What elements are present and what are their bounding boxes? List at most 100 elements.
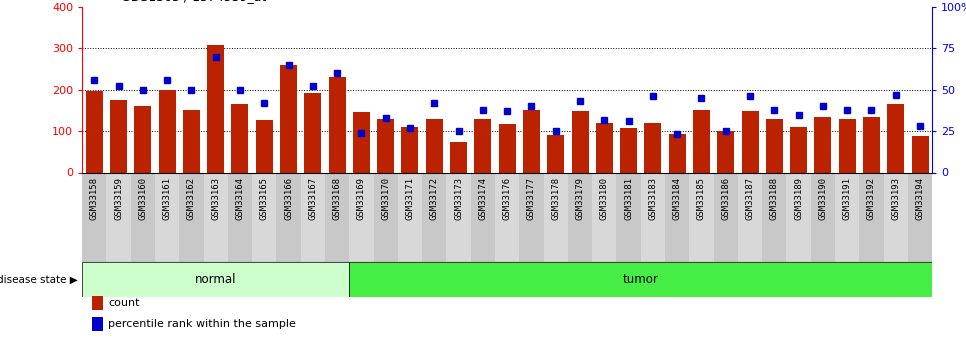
Text: GSM33167: GSM33167: [308, 177, 318, 220]
Bar: [207, 45, 224, 172]
Text: GSM33162: GSM33162: [186, 177, 196, 220]
Bar: [762, 172, 786, 262]
Text: percentile rank within the sample: percentile rank within the sample: [108, 319, 296, 328]
Text: disease state ▶: disease state ▶: [0, 275, 77, 284]
Bar: [616, 172, 640, 262]
Bar: [495, 172, 520, 262]
Bar: [350, 262, 932, 297]
Text: GSM33187: GSM33187: [746, 177, 754, 220]
Bar: [82, 172, 106, 262]
Bar: [374, 172, 398, 262]
Bar: [228, 172, 252, 262]
Bar: [690, 172, 714, 262]
Bar: [863, 117, 880, 172]
Bar: [790, 127, 808, 172]
Bar: [766, 119, 782, 172]
Bar: [280, 65, 298, 172]
Text: GSM33165: GSM33165: [260, 177, 269, 220]
Bar: [786, 172, 810, 262]
Bar: [644, 123, 662, 172]
Bar: [520, 172, 544, 262]
Bar: [256, 120, 272, 172]
Bar: [738, 172, 762, 262]
Bar: [640, 172, 665, 262]
Text: GSM33177: GSM33177: [526, 177, 536, 220]
Text: GSM33176: GSM33176: [502, 177, 512, 220]
Bar: [130, 172, 155, 262]
Text: GSM33178: GSM33178: [552, 177, 560, 220]
Bar: [183, 110, 200, 172]
Text: GSM33174: GSM33174: [478, 177, 488, 220]
Bar: [596, 123, 612, 172]
Bar: [592, 172, 616, 262]
Bar: [232, 104, 248, 172]
Bar: [402, 127, 418, 172]
Text: GSM33189: GSM33189: [794, 177, 803, 220]
Bar: [717, 131, 734, 172]
Text: GSM33171: GSM33171: [406, 177, 414, 220]
Bar: [325, 172, 350, 262]
Bar: [470, 172, 495, 262]
Bar: [498, 124, 516, 172]
Text: GSM33186: GSM33186: [722, 177, 730, 220]
Bar: [572, 111, 588, 172]
Bar: [86, 91, 102, 172]
Text: GSM33185: GSM33185: [696, 177, 706, 220]
Bar: [252, 172, 276, 262]
Bar: [350, 172, 374, 262]
Text: GSM33183: GSM33183: [648, 177, 658, 220]
Bar: [860, 172, 884, 262]
Bar: [742, 111, 758, 172]
Bar: [158, 90, 176, 172]
Bar: [835, 172, 860, 262]
Bar: [82, 262, 350, 297]
Bar: [693, 110, 710, 172]
Text: GSM33191: GSM33191: [842, 177, 852, 220]
Bar: [620, 128, 638, 172]
Bar: [353, 112, 370, 172]
Bar: [568, 172, 592, 262]
Text: GSM33192: GSM33192: [867, 177, 876, 220]
Text: GSM33159: GSM33159: [114, 177, 123, 220]
Bar: [204, 172, 228, 262]
Bar: [665, 172, 690, 262]
Bar: [134, 106, 152, 172]
Bar: [714, 172, 738, 262]
Bar: [276, 172, 300, 262]
Bar: [300, 172, 325, 262]
Text: count: count: [108, 298, 140, 308]
Bar: [377, 119, 394, 172]
Bar: [887, 104, 904, 172]
Bar: [668, 134, 686, 172]
Bar: [450, 142, 468, 172]
Bar: [180, 172, 204, 262]
Text: GSM33158: GSM33158: [90, 177, 99, 220]
Bar: [110, 100, 128, 172]
Bar: [426, 119, 442, 172]
Text: GSM33172: GSM33172: [430, 177, 439, 220]
Text: GSM33164: GSM33164: [236, 177, 244, 220]
Bar: [547, 135, 564, 172]
Text: GSM33181: GSM33181: [624, 177, 633, 220]
Bar: [422, 172, 446, 262]
Bar: [544, 172, 568, 262]
Bar: [474, 119, 492, 172]
Bar: [304, 93, 322, 172]
Bar: [814, 117, 832, 172]
Text: tumor: tumor: [623, 273, 659, 286]
Text: GSM33190: GSM33190: [818, 177, 828, 220]
Text: GSM33166: GSM33166: [284, 177, 293, 220]
Bar: [398, 172, 422, 262]
Text: GSM33161: GSM33161: [162, 177, 172, 220]
Text: GSM33168: GSM33168: [332, 177, 342, 220]
Text: GSM33163: GSM33163: [212, 177, 220, 220]
Text: GSM33160: GSM33160: [138, 177, 148, 220]
Bar: [810, 172, 835, 262]
Text: GSM33173: GSM33173: [454, 177, 463, 220]
Bar: [446, 172, 470, 262]
Text: GSM33169: GSM33169: [356, 177, 366, 220]
Bar: [884, 172, 908, 262]
Text: GDS1363 / 1374539_at: GDS1363 / 1374539_at: [121, 0, 266, 3]
Text: GSM33193: GSM33193: [892, 177, 900, 220]
Text: GSM33184: GSM33184: [672, 177, 682, 220]
